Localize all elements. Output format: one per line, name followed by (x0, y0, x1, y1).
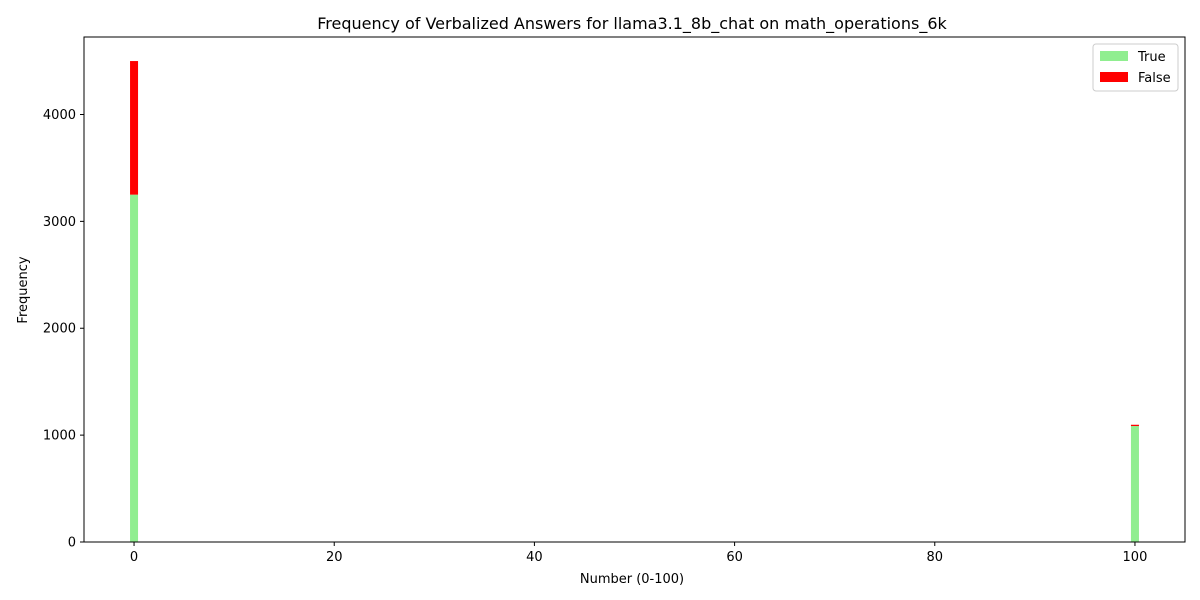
legend-swatch-false (1100, 72, 1128, 82)
x-axis: 0 20 40 60 80 100 (130, 542, 1147, 565)
y-tick-label-0: 0 (68, 536, 76, 551)
plot-area (83, 36, 1186, 543)
y-tick-label-4000: 4000 (43, 108, 76, 123)
axes-frame (83, 36, 1186, 543)
y-tick-label-1000: 1000 (43, 429, 76, 444)
bar-true-100 (1130, 426, 1139, 542)
x-tick-label-100: 100 (1123, 550, 1148, 565)
bar-true-0 (130, 194, 139, 542)
x-axis-label: Number (0-100) (580, 572, 684, 587)
x-tick-label-80: 80 (926, 550, 943, 565)
x-tick-label-60: 60 (726, 550, 743, 565)
y-tick-label-3000: 3000 (43, 215, 76, 230)
x-tick-label-20: 20 (326, 550, 343, 565)
bar-false-100 (1130, 424, 1139, 427)
y-tick-label-2000: 2000 (43, 322, 76, 337)
chart-title: Frequency of Verbalized Answers for llam… (317, 14, 947, 34)
bar-false-0 (130, 61, 139, 195)
legend-swatch-true (1100, 51, 1128, 61)
y-axis-label: Frequency (16, 256, 31, 323)
legend: True False (1092, 43, 1179, 92)
x-tick-label-40: 40 (526, 550, 543, 565)
legend-label-true: True (1137, 50, 1166, 65)
legend-label-false: False (1138, 71, 1171, 86)
y-axis: 0 1000 2000 3000 4000 (43, 108, 84, 551)
x-tick-label-0: 0 (130, 550, 138, 565)
